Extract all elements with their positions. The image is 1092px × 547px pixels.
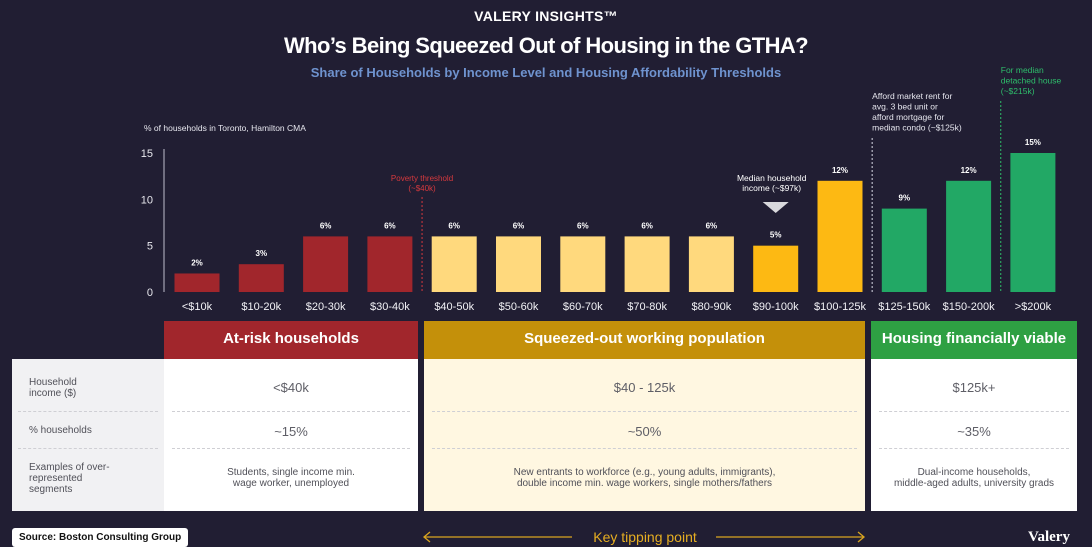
bar-2 xyxy=(303,236,349,292)
page-subtitle: Share of Households by Income Level and … xyxy=(310,65,782,80)
data-label: 12% xyxy=(832,166,848,175)
rent-annotation: avg. 3 bed unit or xyxy=(872,102,938,112)
page-title: Who’s Being Squeezed Out of Housing in t… xyxy=(283,33,809,58)
x-tick-label: $30-40k xyxy=(370,301,410,313)
median-annotation: income (~$97k) xyxy=(742,183,801,193)
rent-annotation: Afford market rent for xyxy=(872,91,952,101)
bar-5 xyxy=(496,236,541,292)
data-label: 6% xyxy=(577,221,589,230)
data-label: 6% xyxy=(384,221,396,230)
x-tick-label: $100-125k xyxy=(814,301,866,313)
median-annotation: Median household xyxy=(737,173,807,183)
bar-7 xyxy=(624,236,670,292)
bar-10 xyxy=(817,180,863,292)
valery-logo: Valery xyxy=(1028,529,1070,545)
data-label: 12% xyxy=(961,166,977,175)
squeezed-income: $40 - 125k xyxy=(613,380,676,395)
tipping-label: Key tipping point xyxy=(593,529,697,545)
viable-pct: ~35% xyxy=(957,424,991,439)
x-tick-label: >$200k xyxy=(1015,301,1052,313)
at-risk-pct: ~15% xyxy=(274,424,308,439)
viable-example-2: middle-aged adults, university grads xyxy=(893,478,1055,489)
bar-1 xyxy=(238,264,284,292)
bar-chart: 0 5 10 15 Poverty threshold(~$40k) Afford mar… xyxy=(141,65,1062,313)
data-label: 6% xyxy=(513,221,525,230)
data-label: 6% xyxy=(706,221,718,230)
data-label: 6% xyxy=(641,221,653,230)
row-label-income: Household income ($) xyxy=(29,377,77,399)
row-label-panel: Household income ($) % households Exampl… xyxy=(12,359,164,511)
panel-at-risk: <$40k ~15% Students, single income min. … xyxy=(164,359,418,511)
row-label-examples: Examples of over-represented segments xyxy=(29,462,110,495)
detached-annotation: (~$215k) xyxy=(1001,86,1035,96)
x-tick-label: <$10k xyxy=(182,301,213,313)
at-risk-example-1: Students, single income min. xyxy=(227,467,355,478)
x-tick-label: $10-20k xyxy=(241,301,281,313)
at-risk-income: <$40k xyxy=(273,380,309,395)
x-tick-label: $70-80k xyxy=(627,301,667,313)
panel-viable: $125k+ ~35% Dual-income households, midd… xyxy=(871,359,1077,511)
squeezed-example-1: New entrants to workforce (e.g., young a… xyxy=(513,467,776,478)
x-tick-label: $90-100k xyxy=(753,301,799,313)
median-marker-icon xyxy=(762,202,789,213)
y-tick-label: 10 xyxy=(141,194,153,206)
x-tick-label: $60-70k xyxy=(563,301,603,313)
rent-annotation: median condo (~$125k) xyxy=(872,123,962,133)
row-label-pct: % households xyxy=(29,425,92,436)
y-tick-label: 0 xyxy=(147,287,153,299)
x-tick-label: $125-150k xyxy=(878,301,930,313)
data-label: 15% xyxy=(1025,138,1041,147)
bar-13 xyxy=(1010,153,1056,292)
squeezed-example-2: double income min. wage workers, single … xyxy=(516,478,773,489)
bar-0 xyxy=(174,273,220,292)
tipping-arrow xyxy=(422,531,866,543)
x-tick-label: $150-200k xyxy=(943,301,995,313)
x-tick-label: $40-50k xyxy=(434,301,474,313)
bar-8 xyxy=(688,236,734,292)
header-at-risk: At-risk households xyxy=(164,321,418,359)
data-label: 5% xyxy=(770,231,782,240)
header-viable: Housing financially viable xyxy=(871,321,1077,359)
squeezed-pct: ~50% xyxy=(627,424,662,439)
source-badge: Source: Boston Consulting Group xyxy=(12,528,189,547)
bar-11 xyxy=(881,208,927,292)
bar-3 xyxy=(367,236,413,292)
rent-annotation: afford mortgage for xyxy=(872,112,944,122)
panel-squeezed: $40 - 125k ~50% New entrants to workforc… xyxy=(424,359,865,511)
data-label: 3% xyxy=(256,249,268,258)
data-label: 6% xyxy=(320,221,332,230)
x-tick-label: $50-60k xyxy=(499,301,539,313)
poverty-annotation: (~$40k) xyxy=(408,184,436,193)
y-tick-label: 15 xyxy=(141,148,153,160)
bar-4 xyxy=(431,236,477,292)
y-tick-label: 5 xyxy=(147,241,153,253)
data-label: 6% xyxy=(448,221,460,230)
viable-example-1: Dual-income households, xyxy=(917,467,1031,478)
bar-12 xyxy=(946,180,992,292)
data-label: 9% xyxy=(899,194,911,203)
at-risk-example-2: wage worker, unemployed xyxy=(232,478,350,489)
detached-annotation: For median xyxy=(1001,65,1044,75)
data-label: 2% xyxy=(191,258,203,267)
brand-header: VALERY INSIGHTS™ xyxy=(474,8,618,24)
poverty-annotation: Poverty threshold xyxy=(391,174,453,183)
x-tick-label: $80-90k xyxy=(692,301,732,313)
viable-income: $125k+ xyxy=(952,380,996,395)
detached-annotation: detached house xyxy=(1001,76,1062,86)
bar-6 xyxy=(560,236,606,292)
header-squeezed: Squeezed-out working population xyxy=(424,321,865,359)
y-axis-label: % of households in Toronto, Hamilton CMA xyxy=(144,123,306,133)
bar-9 xyxy=(753,245,799,292)
x-tick-label: $20-30k xyxy=(306,301,346,313)
